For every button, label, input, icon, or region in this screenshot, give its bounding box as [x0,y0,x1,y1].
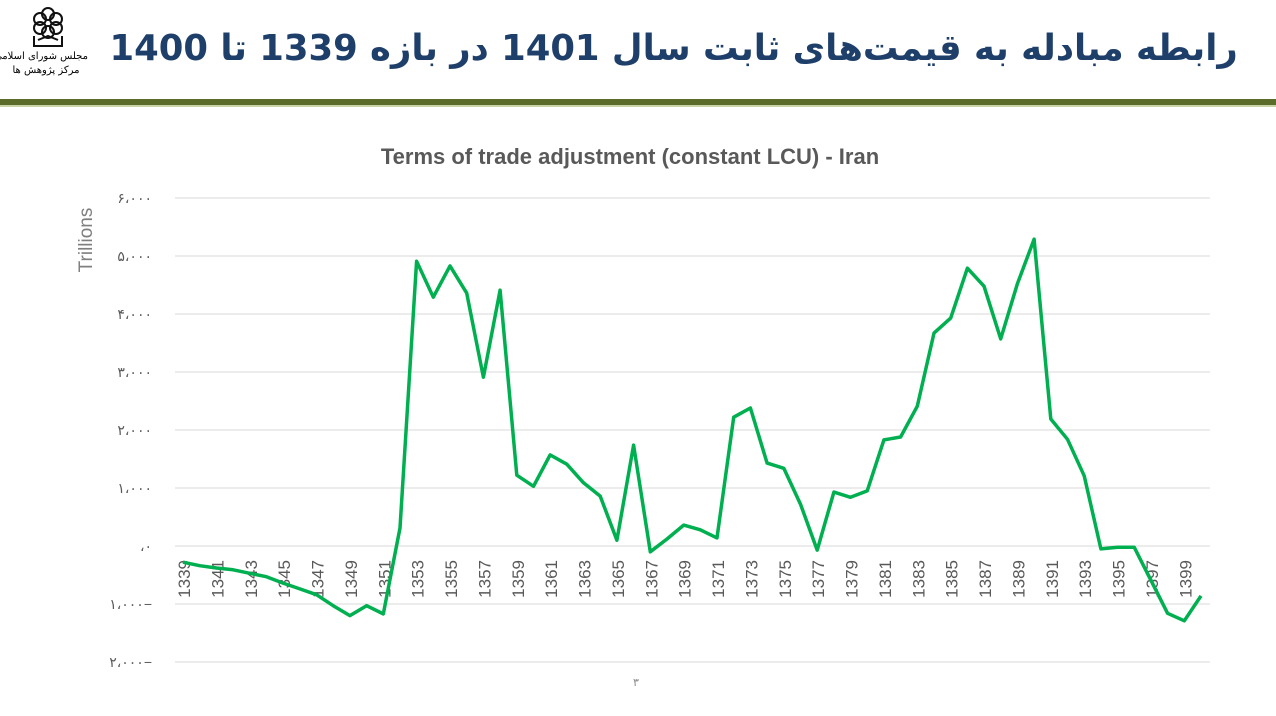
x-tick-label: 1347 [309,560,328,598]
logo-text-line1: مجلس شورای اسلامی [0,51,88,62]
x-tick-label: 1345 [275,560,294,598]
y-tick-label: ۲،۰۰۰ [117,422,152,438]
x-tick-label: 1365 [609,560,628,598]
x-tick-label: 1397 [1143,560,1162,598]
y-tick-label: ۴،۰۰۰ [117,306,152,322]
x-tick-label: 1363 [576,560,595,598]
x-tick-label: 1339 [175,560,194,598]
series-line [182,237,1203,623]
x-tick-label: 1379 [843,560,862,598]
x-tick-label: 1391 [1043,560,1062,598]
logo-emblem-icon [33,7,63,47]
x-tick-label: 1349 [342,560,361,598]
y-axis-label: Trillions [76,208,97,273]
x-tick-label: 1385 [943,560,962,598]
y-tick-label: ۱،۰۰۰− [109,596,152,612]
x-tick-label: 1355 [442,560,461,598]
logo [8,4,88,50]
chart-title: Terms of trade adjustment (constant LCU)… [381,144,879,169]
x-tick-label: 1369 [676,560,695,598]
y-tick-label: ۳،۰۰۰ [117,364,152,380]
logo-text: مجلس شورای اسلامی مرکز پژوهش ها [0,50,88,78]
y-tick-label: ۶،۰۰۰ [117,190,152,206]
x-tick-label: 1343 [242,560,261,598]
logo-text-line2: مرکز پژوهش ها [12,65,80,76]
y-tick-label: ۵،۰۰۰ [117,248,152,264]
header-divider [0,99,1276,105]
page-number: ۳ [633,676,639,689]
y-tick-label: ۲،۰۰۰− [109,654,152,670]
x-tick-label: 1373 [742,560,761,598]
y-tick-label: ،۰ [140,538,152,554]
x-tick-label: 1377 [809,560,828,598]
x-tick-label: 1357 [475,560,494,598]
x-tick-label: 1367 [642,560,661,598]
x-tick-label: 1359 [509,560,528,598]
header-divider-light [0,105,1276,107]
x-tick-label: 1361 [542,560,561,598]
x-tick-label: 1375 [776,560,795,598]
x-tick-label: 1395 [1110,560,1129,598]
x-tick-label: 1381 [876,560,895,598]
x-tick-label: 1353 [409,560,428,598]
x-tick-label: 1389 [1009,560,1028,598]
y-tick-label: ۱،۰۰۰ [117,480,152,496]
x-tick-label: 1383 [909,560,928,598]
x-tick-label: 1393 [1076,560,1095,598]
page-title: رابطه مبادله به قیمت‌های ثابت سال 1401 د… [109,28,1238,69]
x-tick-label: 1387 [976,560,995,598]
x-tick-label: 1371 [709,560,728,598]
x-tick-label: 1399 [1176,560,1195,598]
